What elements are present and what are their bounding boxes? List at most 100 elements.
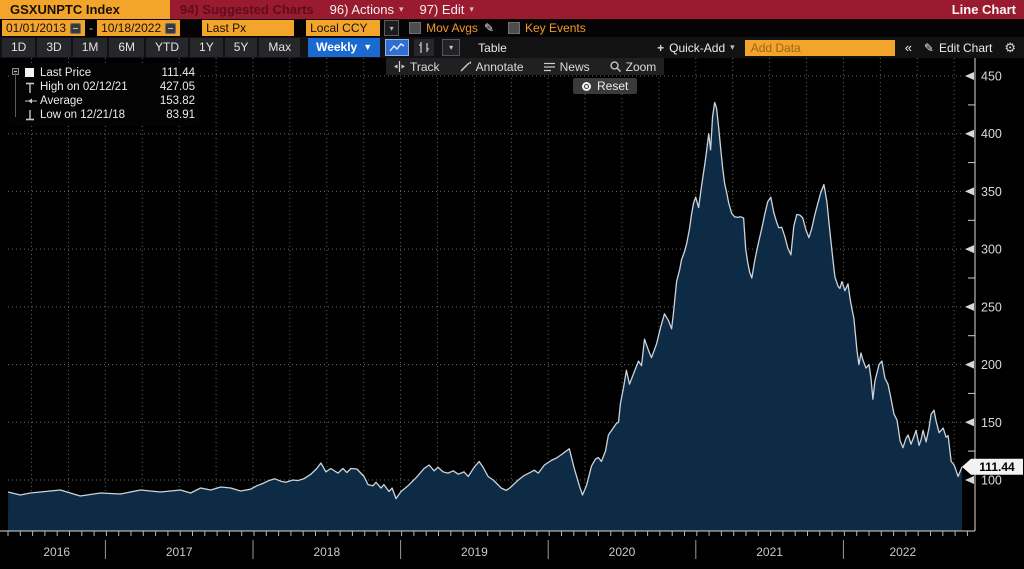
legend-row[interactable]: Last Price 111.44 (25, 66, 195, 80)
reset-label: Reset (597, 79, 629, 93)
range-button-1y[interactable]: 1Y (190, 38, 223, 57)
y-tick-arrow (965, 476, 974, 484)
range-button-1m[interactable]: 1M (72, 38, 108, 57)
date-from-value: 01/01/2013 (6, 21, 67, 35)
annotate-button[interactable]: Annotate (460, 60, 524, 74)
period-value: Weekly (316, 40, 358, 54)
track-button[interactable]: Track (394, 60, 440, 74)
calendar-icon[interactable] (70, 22, 82, 34)
legend-value: 153.82 (159, 95, 195, 107)
x-axis-label: 2017 (166, 545, 193, 559)
news-button[interactable]: News (543, 60, 590, 74)
y-tick-arrow (965, 360, 974, 369)
line-chart-type-button[interactable] (385, 39, 410, 56)
quick-add-button[interactable]: + Quick-Add ▾ (657, 41, 735, 55)
mov-avgs-checkbox[interactable] (409, 22, 422, 34)
bar-chart-icon (419, 42, 430, 53)
price-field-select[interactable]: Last Px (202, 20, 295, 36)
range-button-group: 1D 3D 1M 6M YTD 1Y 5Y Max (0, 38, 301, 57)
actions-menu-label: 96) Actions (329, 2, 394, 17)
reset-zoom-button[interactable]: Reset (573, 78, 638, 94)
collapse-panel-button[interactable]: « (904, 40, 912, 55)
range-button-1d[interactable]: 1D (2, 38, 36, 57)
ticker-field[interactable]: GSXUNPTC Index (0, 0, 170, 19)
quick-add-label: Quick-Add (669, 40, 726, 55)
currency-select[interactable]: Local CCY (306, 20, 381, 36)
y-tick-arrow (965, 418, 974, 427)
edit-menu[interactable]: 97) Edit ▾ (420, 2, 474, 17)
range-button-5y[interactable]: 5Y (224, 38, 258, 57)
annotate-pencil-icon (460, 61, 471, 72)
date-from-field[interactable]: 01/01/2013 (2, 20, 86, 36)
key-events-checkbox[interactable] (508, 22, 520, 34)
chevron-down-icon: ▾ (469, 4, 474, 14)
key-events-label: Key Events (525, 21, 586, 35)
more-chart-types-button[interactable]: ▾ (442, 39, 461, 56)
x-axis-label: 2016 (43, 545, 70, 559)
suggested-charts-menu[interactable]: 94) Suggested Charts (180, 2, 314, 17)
legend-label: Last Price (40, 67, 92, 79)
table-button[interactable]: Table (478, 40, 507, 55)
title-bar: GSXUNPTC Index 94) Suggested Charts 96) … (0, 0, 1024, 19)
last-price-value: 111.44 (979, 460, 1015, 474)
range-button-3d[interactable]: 3D (37, 38, 71, 57)
legend-row[interactable]: Low on 12/21/18 83.91 (25, 108, 195, 122)
y-axis-label: 250 (981, 300, 1002, 314)
edit-chart-label: Edit Chart (938, 40, 993, 55)
actions-menu[interactable]: 96) Actions ▾ (330, 2, 404, 17)
y-axis-label: 200 (981, 358, 1002, 372)
calendar-icon[interactable] (165, 22, 177, 34)
legend-row[interactable]: Average 153.82 (25, 94, 195, 108)
last-price-callout (962, 458, 1023, 475)
price-line (7, 101, 963, 500)
date-range-dash: - (89, 21, 94, 35)
y-axis-label: 450 (981, 70, 1002, 84)
currency-dropdown-button[interactable]: ▾ (384, 20, 400, 36)
legend-tree-rail (15, 73, 16, 117)
annotate-label: Annotate (475, 59, 524, 74)
legend-label: Average (40, 95, 83, 107)
legend-row[interactable]: High on 02/12/21 427.05 (25, 80, 195, 94)
x-axis-label: 2021 (756, 545, 783, 559)
chart-tools-bar: Track Annotate News Zoom (386, 58, 665, 75)
x-axis-label: 2022 (889, 545, 916, 559)
legend-marker-average-icon (25, 97, 40, 105)
y-tick-arrow (965, 71, 974, 80)
range-button-max[interactable]: Max (259, 38, 301, 57)
x-axis-label: 2020 (609, 545, 636, 559)
add-data-input[interactable]: Add Data (744, 39, 895, 56)
legend-label: Low on 12/21/18 (40, 109, 126, 121)
mov-avgs-label: Mov Avgs (426, 21, 478, 35)
legend-value: 83.91 (166, 109, 195, 121)
chart-toolbar: 1D 3D 1M 6M YTD 1Y 5Y Max Weekly ▼ ▾ Table + Qu… (0, 37, 1024, 58)
y-tick-arrow (965, 187, 974, 196)
date-to-field[interactable]: 10/18/2022 (97, 20, 181, 36)
y-tick-arrow (965, 129, 974, 138)
line-chart-icon (389, 43, 405, 52)
legend-marker-low-icon (25, 109, 40, 121)
y-axis-label: 300 (981, 243, 1002, 257)
period-select[interactable]: Weekly ▼ (308, 38, 381, 57)
track-label: Track (410, 59, 440, 74)
legend-marker-high-icon (25, 82, 40, 93)
currency-value: Local CCY (310, 21, 368, 35)
legend-marker-square-icon (25, 68, 40, 78)
edit-chart-button[interactable]: ✎ Edit Chart (924, 41, 992, 55)
bar-chart-type-button[interactable] (414, 39, 435, 56)
legend-value: 427.05 (159, 81, 195, 93)
pencil-icon: ✎ (923, 40, 934, 55)
settings-bar: 01/01/2013 - 10/18/2022 Last Px Local CC… (0, 19, 1024, 37)
chart-legend[interactable]: Last Price 111.44 High on 02/12/21 427.05 Av… (9, 63, 199, 126)
zoom-button[interactable]: Zoom (609, 60, 656, 74)
track-icon (394, 61, 405, 72)
price-field-value: Last Px (206, 21, 247, 35)
range-button-ytd[interactable]: YTD (146, 38, 189, 57)
range-button-6m[interactable]: 6M (109, 38, 145, 57)
pencil-icon[interactable]: ✎ (483, 21, 494, 35)
y-tick-arrow (965, 245, 974, 254)
gear-icon[interactable]: ⚙ (1004, 39, 1016, 55)
y-axis-label: 400 (981, 127, 1002, 141)
price-chart[interactable]: 2016 2017 2018 2019 2020 2021 2022 100 150 200 250… (0, 58, 1024, 569)
edit-menu-label: 97) Edit (419, 2, 465, 17)
